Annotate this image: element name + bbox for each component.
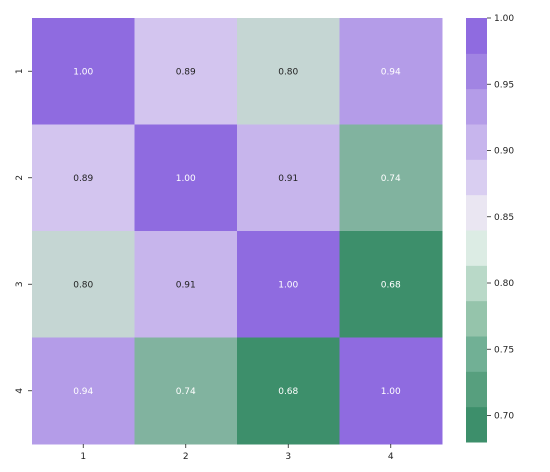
heatmap-cell-r4-c2 — [134, 337, 238, 445]
cell-value-label: 1.00 — [278, 280, 298, 290]
y-tick-label: 1 — [15, 68, 25, 74]
heatmap-cell-r2-c4 — [339, 124, 443, 232]
colorbar-tick-label: 0.90 — [494, 147, 514, 157]
heatmap-cell-r4-c4 — [339, 337, 443, 445]
y-tick-label: 3 — [15, 281, 25, 287]
colorbar-block — [466, 53, 487, 90]
heatmap-cells — [32, 18, 443, 445]
heatmap-cell-r1-c2 — [134, 18, 238, 125]
colorbar-tick-label: 0.75 — [494, 345, 514, 355]
colorbar-tick-label: 0.80 — [494, 279, 514, 289]
heatmap-cell-r1-c1 — [32, 18, 135, 125]
cell-value-label: 0.74 — [381, 174, 401, 184]
cell-value-label: 1.00 — [73, 67, 93, 77]
colorbar-block — [466, 124, 487, 160]
heatmap-cell-r4-c1 — [32, 337, 135, 445]
heatmap-cell-r1-c3 — [237, 18, 340, 125]
x-axis: 1 2 3 4 — [80, 444, 394, 462]
cell-value-label: 0.68 — [381, 280, 401, 290]
colorbar-block — [466, 194, 487, 231]
colorbar-block — [466, 230, 487, 266]
heatmap-annotations: 1.00 0.89 0.80 0.94 0.89 1.00 0.91 0.74 0.80 0.91… — [73, 67, 401, 397]
x-tick-label: 2 — [183, 452, 189, 462]
colorbar-block — [466, 336, 487, 372]
colorbar-tick-label: 1.00 — [494, 14, 514, 24]
cell-value-label: 0.91 — [278, 174, 298, 184]
cell-value-label: 0.80 — [73, 280, 93, 290]
colorbar-block — [466, 300, 487, 337]
heatmap-cell-r2-c3 — [237, 124, 340, 232]
x-tick-label: 3 — [285, 452, 291, 462]
heatmap-cell-r2-c2 — [134, 124, 238, 232]
cell-value-label: 0.89 — [176, 67, 196, 77]
cell-value-label: 0.94 — [381, 67, 401, 77]
colorbar-tick-label: 0.85 — [494, 213, 514, 223]
heatmap-cell-r3-c1 — [32, 231, 135, 338]
colorbar-block — [466, 18, 487, 54]
y-tick-label: 2 — [15, 175, 25, 181]
colorbar-tick-label: 0.95 — [494, 80, 514, 90]
cell-value-label: 0.91 — [176, 280, 196, 290]
colorbar-block — [466, 371, 487, 408]
cell-value-label: 1.00 — [176, 174, 196, 184]
colorbar: 0.70 0.75 0.80 0.85 0.90 0.95 1.00 — [466, 14, 514, 443]
heatmap-cell-r3-c3 — [237, 231, 340, 338]
heatmap-cell-r2-c1 — [32, 124, 135, 232]
cell-value-label: 0.74 — [176, 387, 196, 397]
x-tick-label: 1 — [80, 452, 86, 462]
cell-value-label: 0.94 — [73, 387, 93, 397]
heatmap-cell-r4-c3 — [237, 337, 340, 445]
x-tick-label: 4 — [388, 452, 394, 462]
heatmap-cell-r3-c4 — [339, 231, 443, 338]
cell-value-label: 0.89 — [73, 174, 93, 184]
y-tick-label: 4 — [15, 388, 25, 394]
heatmap-cell-r3-c2 — [134, 231, 238, 338]
colorbar-block — [466, 88, 487, 125]
colorbar-tick-label: 0.70 — [494, 412, 514, 422]
cell-value-label: 0.68 — [278, 387, 298, 397]
cell-value-label: 0.80 — [278, 67, 298, 77]
heatmap-cell-r1-c4 — [339, 18, 443, 125]
y-axis: 1 2 3 4 — [15, 68, 32, 394]
cell-value-label: 1.00 — [381, 387, 401, 397]
colorbar-block — [466, 265, 487, 302]
colorbar-block — [466, 159, 487, 196]
colorbar-block — [466, 406, 487, 443]
